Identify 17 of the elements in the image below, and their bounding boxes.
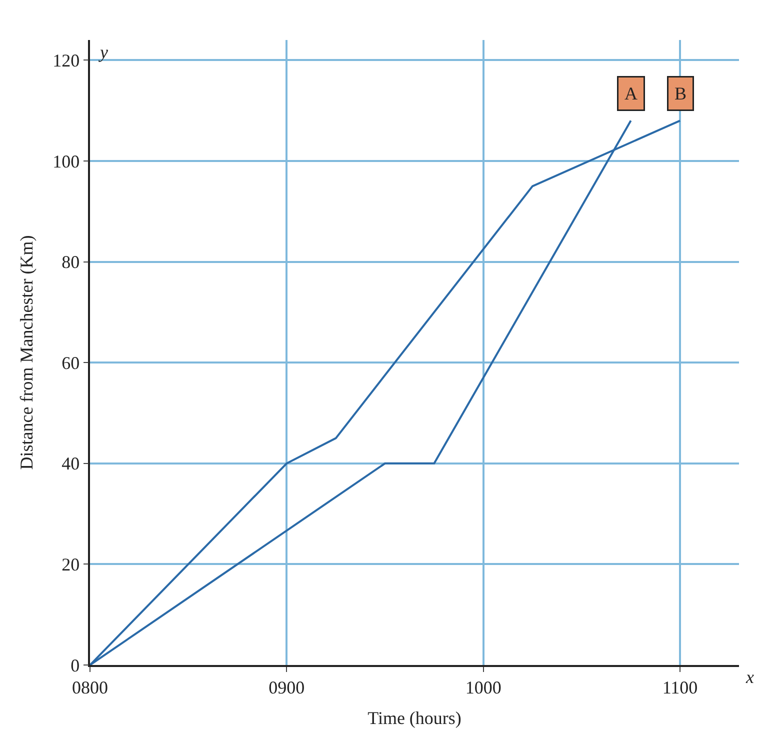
y-axis-title: Distance from Manchester (Km) [16,235,36,470]
series-label: A [624,84,638,104]
y-tick-label: 80 [62,252,80,272]
x-tick-label: 0800 [72,677,108,698]
y-tick-label: 0 [70,655,80,676]
x-tick-label: 0900 [268,677,305,698]
text: x [745,667,754,687]
y-tick-label: 120 [52,50,80,70]
annotation: y [98,42,108,62]
y-tick-label: 40 [62,454,80,474]
y-tick-label: 100 [52,151,80,172]
y-tick-label: 60 [62,352,80,373]
series-label: B [674,84,687,104]
x-tick-label: 1000 [465,677,502,698]
y-tick-label: 20 [62,554,80,574]
x-axis-title: Time (hours) [368,708,462,728]
x-tick-label: 1100 [662,677,698,698]
